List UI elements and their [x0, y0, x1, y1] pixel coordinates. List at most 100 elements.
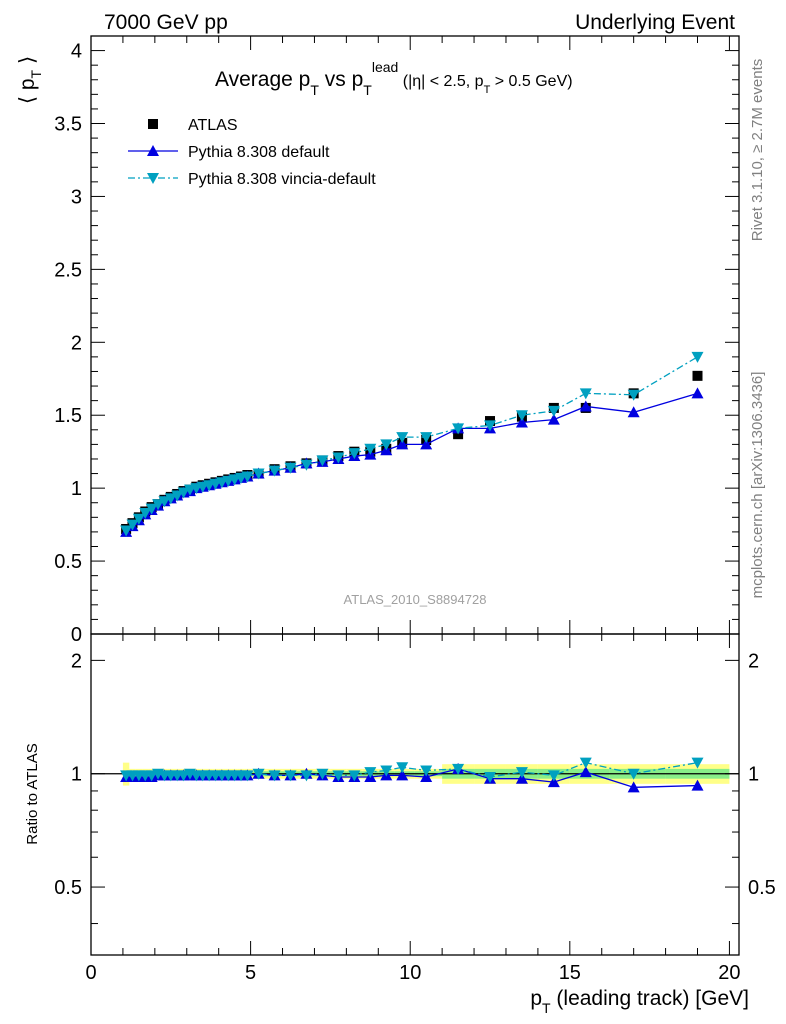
x-tick-label: 15: [559, 962, 581, 984]
y-tick-label: 3.5: [54, 114, 82, 136]
series-1: [120, 387, 704, 537]
data-point: [152, 499, 165, 511]
main-y-axis-label: ⟨ pT ⟩: [16, 56, 44, 104]
ratio-point: [380, 765, 393, 777]
ratio-point: [300, 770, 313, 782]
ratio-frame: [90, 633, 740, 956]
xlabel-sub: T: [542, 1000, 551, 1016]
title-part-main: Average p: [215, 68, 310, 91]
series-0: [121, 370, 703, 534]
ylabel-open: ⟨ p: [16, 78, 39, 104]
data-point: [691, 351, 704, 363]
ratio-point: [284, 770, 297, 782]
mcplots-label: mcplots.cern.ch [arXiv:1306.3436]: [749, 372, 766, 599]
ratio-point: [396, 762, 409, 774]
header-collision: 7000 GeV pp: [104, 11, 228, 34]
header-process: Underlying Event: [575, 11, 735, 34]
ratio-y-tick-label-right: 1: [748, 764, 759, 786]
data-point: [396, 438, 409, 450]
y-tick-label: 0.5: [54, 551, 82, 573]
xlabel-rest: (leading track) [GeV]: [551, 987, 749, 1010]
ratio-point: [241, 770, 254, 782]
y-tick-label: 2: [71, 332, 82, 354]
ratio-y-tick-label: 0.5: [54, 877, 82, 899]
data-point: [252, 468, 265, 480]
series-2: [120, 351, 704, 537]
ratio-point: [420, 765, 433, 777]
ratio-point: [627, 781, 640, 793]
data-point: [158, 496, 171, 508]
data-point: [452, 423, 465, 435]
data-point: [241, 471, 254, 483]
ratio-panel: 0.5 0.5 1 1 2 2 0 5 10 15 20 Ratio to ATLAS pT (l…: [24, 633, 776, 1016]
legend: ATLAS Pythia 8.308 default Pythia 8.308 vi…: [128, 117, 376, 188]
ratio-point: [396, 769, 409, 781]
data-point: [132, 513, 145, 525]
data-point: [348, 448, 361, 460]
ratio-point: [547, 770, 560, 782]
ratio-point: [364, 767, 377, 779]
data-point: [268, 465, 281, 477]
legend-marker: [148, 119, 158, 129]
title-sub-2: T: [363, 82, 372, 98]
data-point: [284, 462, 297, 474]
data-point: [126, 519, 139, 531]
series-line: [125, 356, 698, 531]
data-point: [420, 432, 433, 444]
main-title: Average pT vs pTlead (|η| < 2.5, pT > 0.…: [215, 59, 573, 98]
ratio-point: [252, 768, 265, 780]
data-point: [579, 388, 592, 400]
data-point: [364, 443, 377, 455]
data-point: [164, 493, 177, 505]
y-tick-label: 2.5: [54, 259, 82, 281]
xlabel-p: p: [530, 987, 542, 1010]
y-tick-label: 0: [71, 624, 82, 646]
data-point: [627, 389, 640, 401]
data-point: [139, 507, 152, 519]
data-point: [120, 525, 133, 537]
legend-marker: [147, 173, 159, 184]
ratio-point: [332, 770, 345, 782]
ratio-x-ticks: 0 5 10 15 20: [85, 634, 741, 984]
ratio-point: [515, 772, 528, 784]
data-point: [484, 420, 497, 432]
main-panel: 0 0.5 1 1.5 2 2.5 3 3.5 4 Average pT vs pTlead (…: [16, 35, 740, 646]
ylabel-close: ⟩: [16, 56, 39, 70]
main-x-ticks: [90, 36, 730, 634]
y-tick-label: 1.5: [54, 405, 82, 427]
y-tick-label: 4: [71, 41, 82, 63]
legend-marker: [147, 145, 159, 156]
ratio-point: [691, 779, 704, 791]
legend-entry-2: Pythia 8.308 vincia-default: [128, 171, 376, 188]
data-point: [300, 459, 313, 471]
ratio-y-tick-label-right: 0.5: [748, 877, 776, 899]
x-axis-label: pT (leading track) [GeV]: [530, 987, 749, 1016]
ratio-y-tick-label: 2: [71, 650, 82, 672]
ratio-point: [515, 767, 528, 779]
data-point: [692, 370, 703, 381]
y-tick-label: 3: [71, 186, 82, 208]
data-point: [171, 490, 184, 502]
data-point: [627, 406, 640, 418]
title-cut-close: > 0.5 GeV): [490, 73, 572, 90]
data-point: [145, 503, 158, 515]
ratio-point: [420, 771, 433, 783]
data-point: [396, 432, 409, 444]
x-tick-label: 0: [85, 962, 96, 984]
x-tick-label: 10: [399, 962, 421, 984]
y-tick-label: 1: [71, 478, 82, 500]
data-point: [547, 413, 560, 425]
ratio-point: [452, 763, 465, 775]
title-cut-sub: T: [484, 84, 491, 96]
x-tick-label: 20: [718, 962, 740, 984]
data-point: [316, 455, 329, 467]
data-point: [177, 487, 190, 499]
ratio-point: [579, 766, 592, 778]
ratio-point: [316, 768, 329, 780]
title-sub-1: T: [310, 82, 319, 98]
data-point: [547, 405, 560, 417]
ratio-point: [627, 768, 640, 780]
ratio-point: [691, 757, 704, 769]
ratio-y-tick-label: 1: [71, 764, 82, 786]
